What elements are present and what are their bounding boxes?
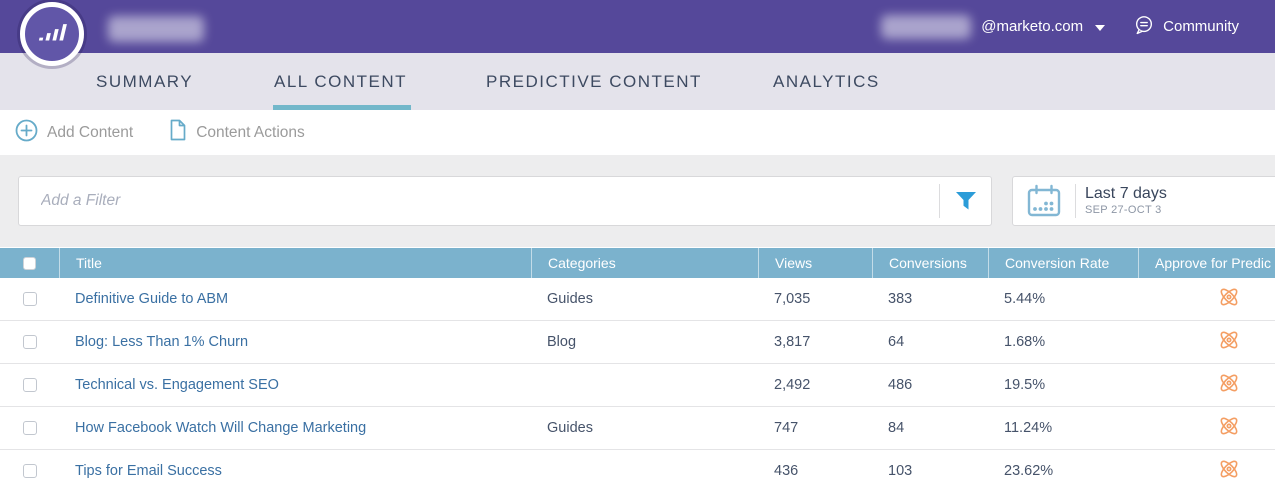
conversion-rate-cell: 1.68% [1004, 334, 1046, 350]
date-range-dates: SEP 27-OCT 3 [1085, 204, 1162, 217]
filter-funnel-button[interactable] [940, 192, 991, 210]
predictive-atom-icon[interactable] [1218, 373, 1240, 397]
predictive-atom-icon[interactable] [1218, 416, 1240, 440]
conversions-cell: 103 [888, 463, 913, 479]
select-all-checkbox[interactable] [23, 256, 36, 270]
calendar-icon [1013, 184, 1075, 218]
row-checkbox[interactable] [22, 292, 37, 306]
account-domain[interactable]: @marketo.com [981, 18, 1084, 35]
conversion-rate-cell: 5.44% [1004, 291, 1046, 307]
row-checkbox[interactable] [22, 421, 37, 435]
redacted-username [881, 14, 972, 39]
tab-bar: SUMMARY ALL CONTENT PREDICTIVE CONTENT A… [0, 53, 1275, 110]
content-actions-label: Content Actions [196, 123, 305, 141]
date-divider [1075, 184, 1076, 218]
column-header-title[interactable]: Title [59, 248, 531, 278]
table-header-row: Title Categories Views Conversions Conve… [0, 248, 1275, 278]
column-header-approve-predictive[interactable]: Approve for Predic [1138, 248, 1275, 278]
filter-divider [939, 184, 940, 218]
filter-section: Last 7 days SEP 27-OCT 3 [0, 155, 1275, 247]
plus-circle-icon [15, 119, 38, 147]
tab-analytics[interactable]: ANALYTICS [773, 71, 880, 91]
predictive-atom-icon[interactable] [1218, 330, 1240, 354]
table-row: Tips for Email Success 436 103 23.62% [0, 450, 1275, 492]
views-cell: 2,492 [774, 377, 811, 393]
column-header-conversion-rate[interactable]: Conversion Rate [988, 248, 1138, 278]
table-row: Technical vs. Engagement SEO 2,492 486 1… [0, 364, 1275, 407]
conversions-cell: 383 [888, 291, 913, 307]
filter-bar [18, 176, 992, 226]
table-row: How Facebook Watch Will Change Marketing… [0, 407, 1275, 450]
predictive-atom-icon[interactable] [1218, 459, 1240, 483]
top-header-bar: @marketo.com Community [0, 0, 1275, 53]
category-cell: Guides [547, 420, 593, 436]
conversions-cell: 84 [888, 420, 905, 436]
redacted-workspace-name [108, 16, 204, 42]
row-checkbox[interactable] [22, 378, 37, 392]
content-title-link[interactable]: Blog: Less Than 1% Churn [75, 334, 249, 350]
content-title-link[interactable]: How Facebook Watch Will Change Marketing [75, 420, 367, 436]
conversion-rate-cell: 23.62% [1004, 463, 1054, 479]
funnel-icon [955, 192, 976, 210]
add-content-button[interactable]: Add Content [15, 119, 133, 147]
content-table: Title Categories Views Conversions Conve… [0, 248, 1275, 492]
column-header-categories[interactable]: Categories [531, 248, 758, 278]
content-toolbar: Add Content Content Actions [0, 110, 1275, 155]
content-title-link[interactable]: Tips for Email Success [75, 463, 222, 479]
category-cell: Guides [547, 291, 593, 307]
chevron-down-icon[interactable] [1095, 24, 1106, 31]
date-range-label: Last 7 days [1085, 184, 1167, 202]
views-cell: 747 [774, 420, 799, 436]
table-row: Blog: Less Than 1% Churn Blog 3,817 64 1… [0, 321, 1275, 364]
row-checkbox[interactable] [22, 464, 37, 478]
content-title-link[interactable]: Technical vs. Engagement SEO [75, 377, 279, 393]
predictive-atom-icon[interactable] [1218, 287, 1240, 311]
views-cell: 7,035 [774, 291, 811, 307]
marketo-bars-icon [38, 24, 67, 41]
content-title-link[interactable]: Definitive Guide to ABM [75, 291, 229, 307]
tab-summary[interactable]: SUMMARY [96, 71, 194, 91]
speech-bubble-icon [1133, 14, 1155, 40]
conversions-cell: 64 [888, 334, 905, 350]
conversions-cell: 486 [888, 377, 913, 393]
tab-predictive-content[interactable]: PREDICTIVE CONTENT [486, 71, 702, 91]
views-cell: 436 [774, 463, 799, 479]
category-cell: Blog [547, 334, 577, 350]
views-cell: 3,817 [774, 334, 811, 350]
column-header-conversions[interactable]: Conversions [872, 248, 988, 278]
marketo-logo[interactable] [20, 2, 84, 66]
conversion-rate-cell: 19.5% [1004, 377, 1046, 393]
table-row: Definitive Guide to ABM Guides 7,035 383… [0, 278, 1275, 321]
conversion-rate-cell: 11.24% [1004, 420, 1053, 436]
community-link[interactable]: Community [1133, 14, 1239, 40]
column-header-views[interactable]: Views [758, 248, 872, 278]
select-all-cell [0, 248, 59, 278]
row-checkbox[interactable] [22, 335, 37, 349]
community-label: Community [1163, 18, 1239, 35]
content-actions-button[interactable]: Content Actions [169, 119, 305, 146]
document-icon [169, 119, 187, 146]
filter-input[interactable] [19, 177, 939, 225]
add-content-label: Add Content [47, 123, 134, 141]
tab-all-content[interactable]: ALL CONTENT [272, 53, 412, 110]
date-range-picker[interactable]: Last 7 days SEP 27-OCT 3 [1012, 176, 1275, 226]
